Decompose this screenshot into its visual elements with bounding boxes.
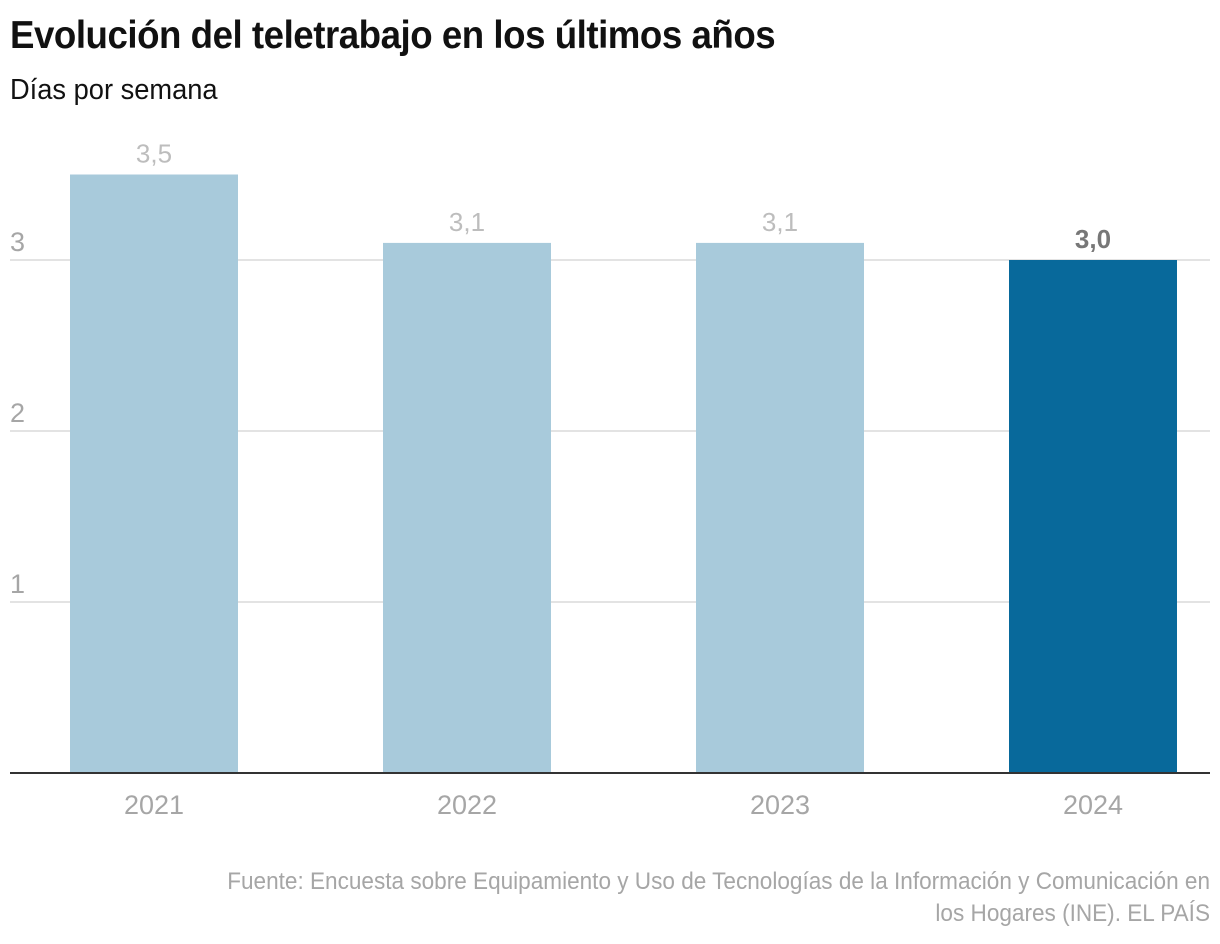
y-tick-label: 3 — [10, 227, 25, 257]
value-labels: 3,5 3,1 3,1 3,0 — [136, 139, 1111, 255]
x-tick-label: 2022 — [437, 790, 497, 820]
bar-2022 — [383, 242, 551, 773]
x-tick-label: 2021 — [124, 790, 184, 820]
source-line-2: los Hogares (INE). EL PAÍS — [935, 900, 1210, 927]
bar-2024 — [1009, 260, 1177, 773]
y-tick-label: 2 — [10, 398, 25, 428]
value-label: 3,0 — [1075, 224, 1111, 254]
x-tick-label: 2024 — [1063, 790, 1123, 820]
x-axis-labels: 2021 2022 2023 2024 — [124, 790, 1123, 820]
bar-2021 — [70, 174, 238, 773]
source-line-1: Fuente: Encuesta sobre Equipamiento y Us… — [227, 868, 1210, 895]
value-label: 3,1 — [762, 207, 798, 237]
chart-subtitle: Días por semana — [10, 74, 218, 106]
x-tick-label: 2023 — [750, 790, 810, 820]
bars — [70, 174, 1177, 773]
source-note: Fuente: Encuesta sobre Equipamiento y Us… — [101, 866, 1210, 930]
value-label: 3,5 — [136, 139, 172, 169]
bar-2023 — [696, 242, 864, 773]
chart-title: Evolución del teletrabajo en los últimos… — [10, 14, 776, 57]
y-tick-label: 1 — [10, 569, 25, 599]
value-label: 3,1 — [449, 207, 485, 237]
